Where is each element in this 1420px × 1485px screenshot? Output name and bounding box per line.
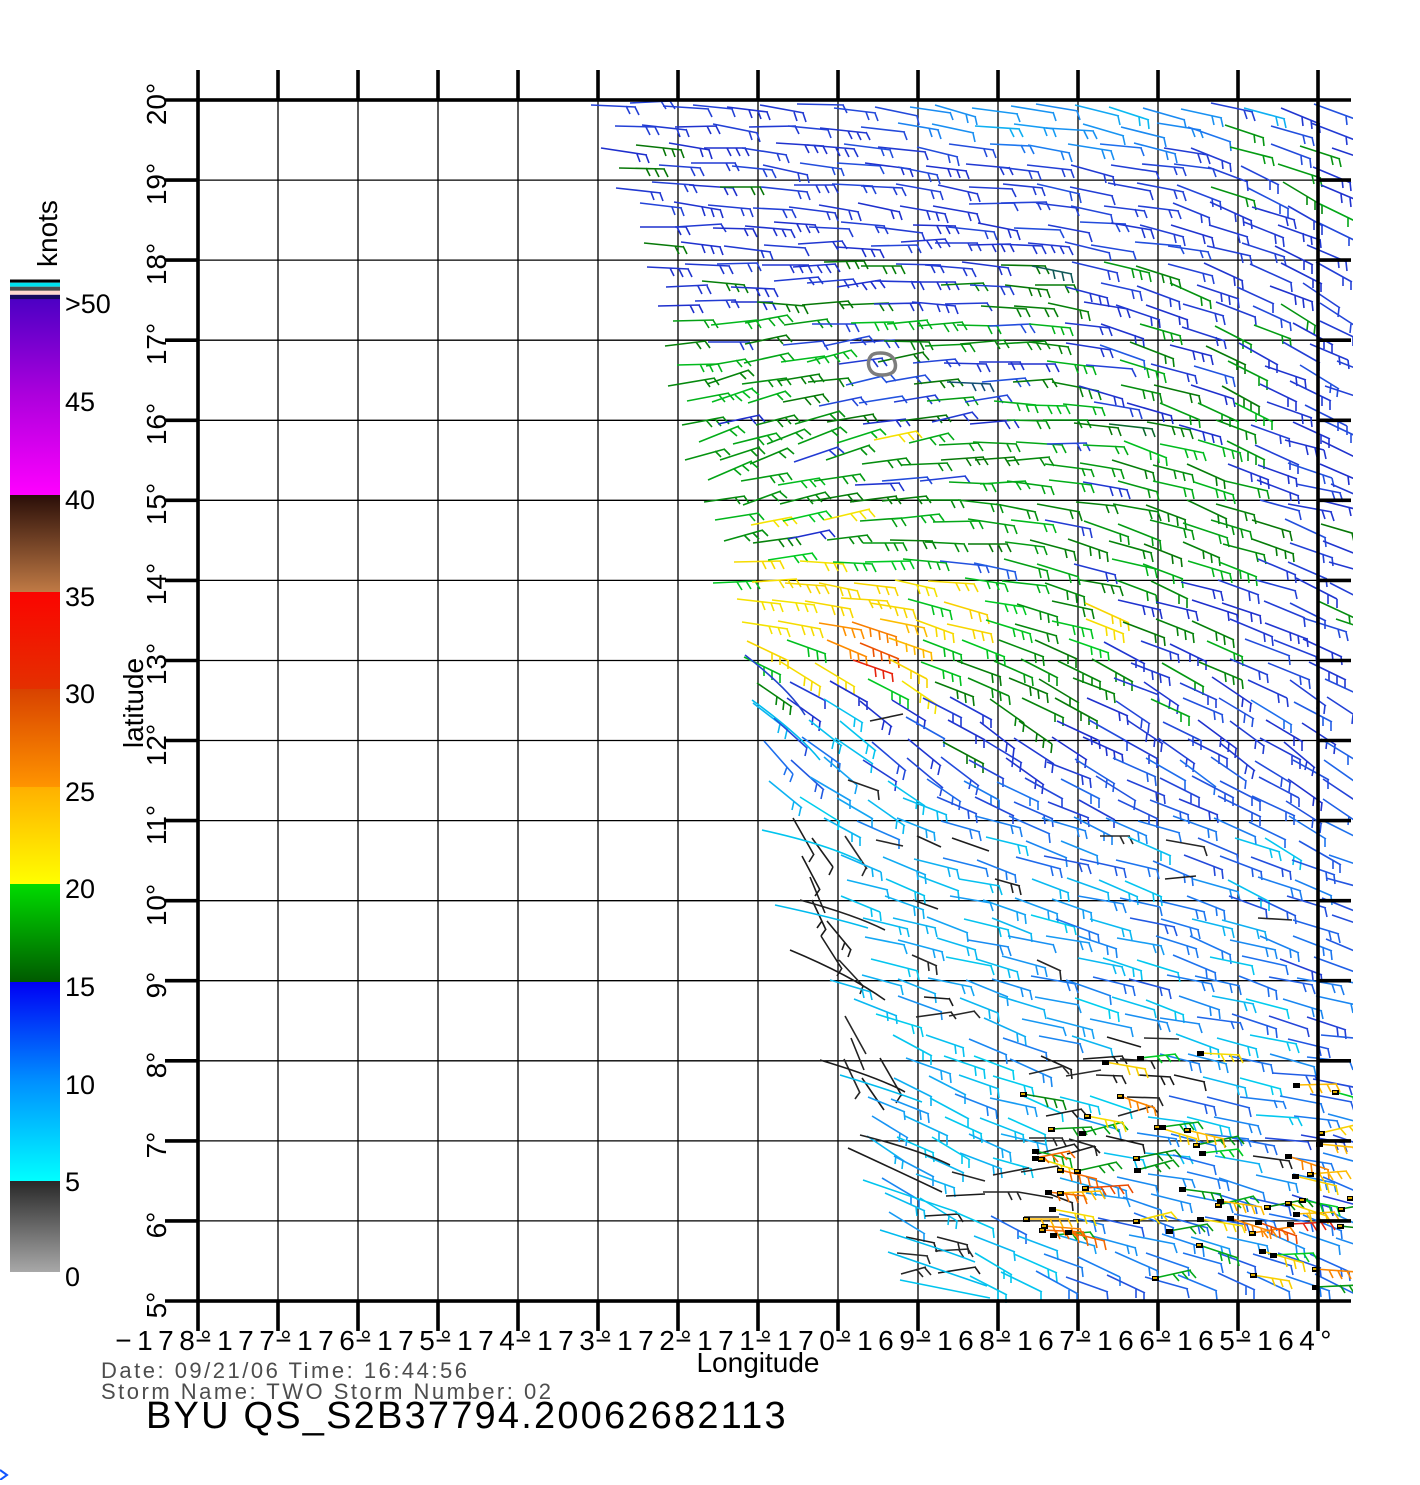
svg-text:knots: knots	[32, 200, 63, 267]
svg-text:−174°: −174°	[435, 1325, 537, 1356]
svg-text:0: 0	[65, 1262, 80, 1292]
svg-text:−169°: −169°	[835, 1325, 937, 1356]
svg-text:Storm Name: TWO Storm N: Storm Name: TWO Storm Number: 02	[101, 1379, 553, 1404]
svg-text:latitude: latitude	[118, 658, 149, 748]
svg-text:15: 15	[65, 972, 95, 1002]
svg-text:40: 40	[65, 485, 95, 515]
svg-text:17°: 17°	[141, 323, 172, 365]
svg-text:8°: 8°	[141, 1052, 172, 1079]
svg-text:−170°: −170°	[755, 1325, 857, 1356]
svg-text:18°: 18°	[141, 243, 172, 285]
svg-text:14°: 14°	[141, 563, 172, 605]
svg-text:30: 30	[65, 679, 95, 709]
svg-text:−166°: −166°	[1075, 1325, 1177, 1356]
svg-text:−167°: −167°	[995, 1325, 1097, 1356]
svg-text:12°: 12°	[141, 724, 172, 766]
svg-text:20°: 20°	[141, 83, 172, 125]
svg-text:−171°: −171°	[675, 1325, 777, 1356]
svg-text:10: 10	[65, 1070, 95, 1100]
svg-text:Date: 09/21/06 Time: 16:4: Date: 09/21/06 Time: 16:44:56	[101, 1358, 469, 1383]
svg-text:20: 20	[65, 874, 95, 904]
svg-text:45: 45	[65, 387, 95, 417]
svg-text:−175°: −175°	[355, 1325, 457, 1356]
svg-text:BYU QS_S2B37794.20062682113: BYU QS_S2B37794.20062682113	[146, 1395, 788, 1437]
svg-text:10°: 10°	[141, 884, 172, 926]
svg-text:−165°: −165°	[1155, 1325, 1257, 1356]
svg-text:9°: 9°	[141, 972, 172, 999]
svg-text:13°: 13°	[141, 643, 172, 685]
svg-text:25: 25	[65, 777, 95, 807]
svg-text:−168°: −168°	[915, 1325, 1017, 1356]
svg-text:5: 5	[65, 1167, 80, 1197]
svg-text:15°: 15°	[141, 483, 172, 525]
svg-text:11°: 11°	[141, 805, 172, 845]
svg-text:19°: 19°	[141, 163, 172, 205]
svg-text:−177°: −177°	[195, 1325, 297, 1356]
svg-text:−178°: −178°	[115, 1325, 217, 1356]
svg-text:−176°: −176°	[275, 1325, 377, 1356]
svg-text:16°: 16°	[141, 403, 172, 445]
svg-text:5°: 5°	[141, 1292, 172, 1319]
svg-text:35: 35	[65, 582, 95, 612]
svg-text:7°: 7°	[141, 1132, 172, 1159]
svg-text:−164°: −164°	[1235, 1325, 1337, 1356]
svg-text:−173°: −173°	[515, 1325, 617, 1356]
svg-text:Longitude: Longitude	[696, 1347, 819, 1378]
svg-text:−172°: −172°	[595, 1325, 697, 1356]
svg-text:>50: >50	[65, 289, 111, 319]
svg-text:6°: 6°	[141, 1212, 172, 1239]
